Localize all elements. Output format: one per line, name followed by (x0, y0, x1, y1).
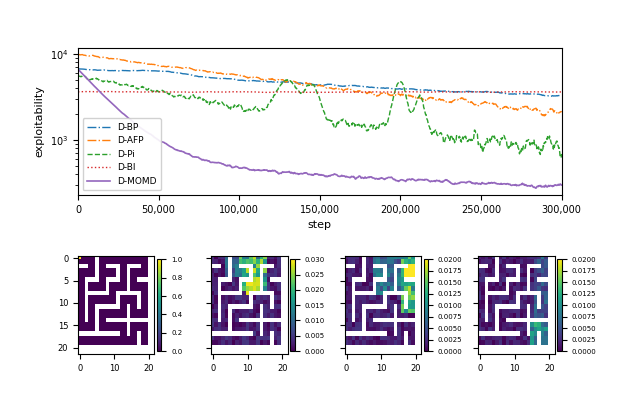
D-BI (452, 90, 460, 94)
D-MOMD (451, 181, 459, 185)
Line: D-MOMD: D-MOMD (78, 69, 562, 188)
D-AFP (452, 98, 459, 102)
D-Pi (557, 155, 565, 160)
D-AFP (461, 97, 468, 101)
D-MOMD (124, 115, 131, 120)
D-AFP (74, 52, 82, 57)
X-axis label: step: step (308, 220, 332, 230)
D-AFP (558, 110, 565, 115)
D-BI (461, 90, 469, 94)
D-BI (288, 90, 296, 94)
D-Pi (270, 94, 277, 99)
D-BP (124, 68, 131, 73)
D-BP (74, 66, 82, 71)
D-AFP (124, 59, 132, 64)
D-BI (407, 89, 415, 94)
D-Pi (451, 138, 459, 143)
D-AFP (270, 77, 278, 82)
D-BI (108, 89, 115, 94)
D-MOMD (74, 67, 82, 72)
D-AFP (407, 94, 414, 98)
D-BI (124, 89, 132, 94)
Line: D-BP: D-BP (78, 69, 562, 96)
D-Pi (406, 109, 414, 114)
D-BP (287, 80, 295, 84)
D-MOMD (287, 170, 295, 175)
D-BI (74, 90, 82, 94)
Line: D-AFP: D-AFP (78, 55, 562, 116)
D-BI (558, 90, 565, 94)
D-AFP (541, 113, 548, 118)
D-BP (558, 93, 565, 98)
D-BI (265, 90, 273, 95)
D-BP (451, 90, 459, 94)
D-Pi (558, 152, 565, 156)
Y-axis label: exploitability: exploitability (34, 86, 44, 157)
D-MOMD (532, 186, 540, 191)
D-BP (460, 90, 467, 94)
D-MOMD (406, 177, 414, 182)
Line: D-Pi: D-Pi (78, 76, 562, 158)
D-AFP (288, 79, 295, 84)
D-BP (547, 94, 555, 99)
D-BP (406, 86, 414, 91)
D-BI (271, 90, 278, 94)
D-MOMD (460, 180, 467, 185)
D-Pi (460, 135, 467, 139)
D-Pi (74, 73, 82, 78)
D-MOMD (558, 183, 565, 187)
D-Pi (124, 83, 131, 88)
D-Pi (287, 79, 295, 84)
D-AFP (76, 52, 83, 57)
Legend: D-BP, D-AFP, D-Pi, D-BI, D-MOMD: D-BP, D-AFP, D-Pi, D-BI, D-MOMD (82, 118, 161, 190)
D-MOMD (270, 169, 277, 174)
D-BP (270, 80, 277, 84)
